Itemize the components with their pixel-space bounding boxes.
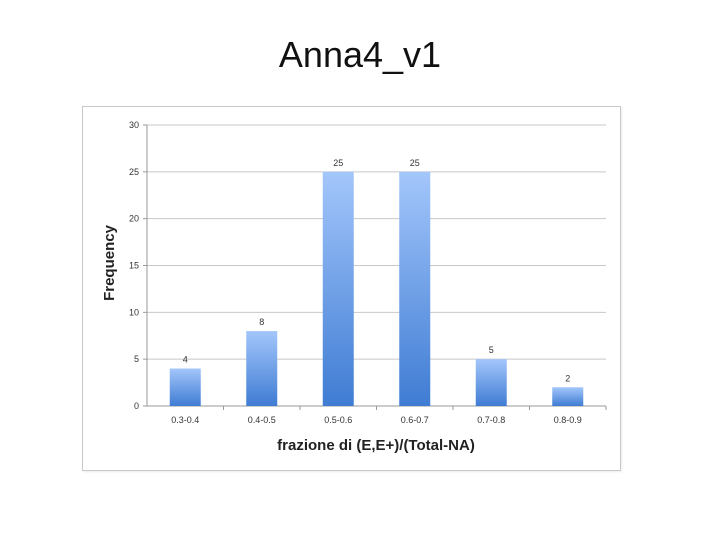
- y-tick-label: 5: [134, 354, 139, 364]
- x-tick-label: 0.7-0.8: [477, 415, 505, 425]
- data-label: 25: [410, 158, 420, 168]
- x-tick-label: 0.4-0.5: [248, 415, 276, 425]
- bar-chart: 0510152025300.3-0.440.4-0.580.5-0.6250.6…: [101, 120, 607, 454]
- data-label: 2: [565, 373, 570, 383]
- bar-0.7-0.8: [475, 359, 507, 406]
- slide-title: Anna4_v1: [278, 34, 442, 75]
- bars: [169, 171, 584, 406]
- data-label: 8: [259, 317, 264, 327]
- y-tick-label: 25: [129, 167, 139, 177]
- bar-0.5-0.6: [322, 171, 354, 406]
- bar-0.4-0.5: [246, 331, 278, 406]
- y-tick-label: 15: [129, 261, 139, 271]
- x-axis-title: frazione di (E,E+)/(Total-NA): [277, 437, 475, 454]
- data-label: 25: [333, 158, 343, 168]
- x-tick-label: 0.8-0.9: [554, 415, 582, 425]
- y-tick-label: 0: [134, 401, 139, 411]
- chart-frame: 0 5 10 15 20 25 30 0.3-0.4 4 0.4-0.5 8 0.5-0.6 25 0.6…: [82, 106, 621, 471]
- bar-0.6-0.7: [399, 171, 431, 406]
- y-tick-label: 30: [129, 120, 139, 130]
- axes: [143, 124, 607, 410]
- bar-0.3-0.4: [169, 368, 201, 406]
- gridlines: [147, 124, 606, 407]
- x-tick-label: 0.3-0.4: [171, 415, 199, 425]
- data-label: 5: [489, 345, 494, 355]
- bar-0.8-0.9: [552, 387, 584, 406]
- y-axis-title: Frequency: [101, 224, 118, 301]
- x-tick-label: 0.6-0.7: [401, 415, 429, 425]
- y-tick-label: 20: [129, 214, 139, 224]
- labels: 0510152025300.3-0.440.4-0.580.5-0.6250.6…: [129, 120, 582, 425]
- x-tick-label: 0.5-0.6: [324, 415, 352, 425]
- y-tick-label: 10: [129, 307, 139, 317]
- data-label: 4: [183, 355, 188, 365]
